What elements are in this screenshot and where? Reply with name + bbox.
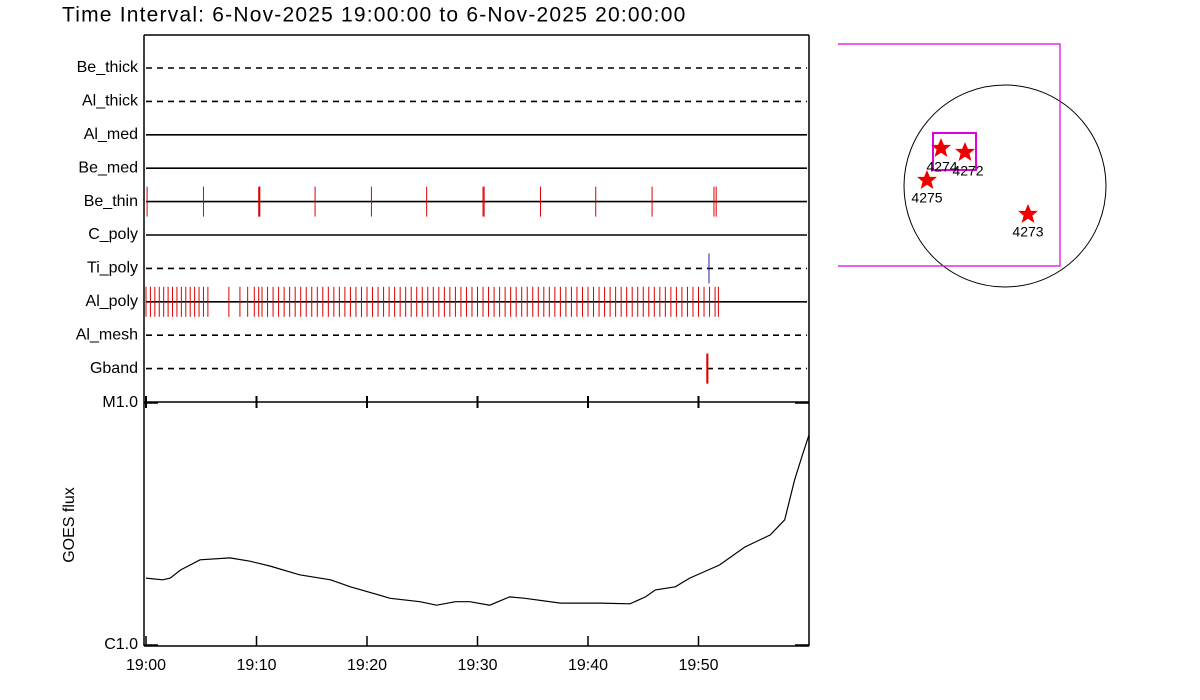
filter-label: Al_poly (86, 293, 138, 310)
x-tick-label: 19:30 (457, 657, 497, 674)
fov-box (932, 132, 977, 171)
x-tick-label: 19:00 (126, 657, 166, 674)
y-axis-label: GOES flux (61, 487, 78, 563)
filter-label: Al_med (84, 126, 138, 143)
sun-disk (903, 84, 1107, 288)
fov-box (838, 43, 1061, 267)
x-tick-label: 19:50 (678, 657, 718, 674)
region-markers (917, 138, 1038, 223)
filter-label: C_poly (88, 226, 138, 243)
region-star (931, 138, 951, 157)
region-label: 4274 (926, 159, 957, 175)
region-label: 4275 (911, 190, 942, 206)
filter-label: Be_thick (77, 59, 139, 76)
x-tick-label: 19:40 (568, 657, 608, 674)
filter-label: Be_med (78, 159, 138, 176)
goes-curve (145, 434, 810, 606)
region-star (917, 170, 937, 189)
x-tick-label: 19:20 (347, 657, 387, 674)
y-tick-label: M1.0 (102, 394, 138, 411)
chart-title: Time Interval: 6-Nov-2025 19:00:00 to 6-… (62, 4, 686, 27)
frame (143, 34, 810, 647)
filter-label: Al_thick (82, 93, 139, 110)
filter-label: Ti_poly (87, 260, 138, 277)
region-label: 4273 (1012, 224, 1043, 240)
context-map: 4274 4272 4275 4273 (838, 43, 1107, 288)
x-tick-label: 19:10 (236, 657, 276, 674)
region-star (1018, 204, 1038, 223)
region-star (955, 142, 975, 161)
filter-label: Gband (90, 360, 138, 377)
region-label: 4272 (952, 163, 983, 179)
filter-label: Be_thin (84, 193, 138, 210)
filter-label: Al_mesh (76, 326, 138, 343)
y-tick-label: C1.0 (104, 636, 138, 653)
